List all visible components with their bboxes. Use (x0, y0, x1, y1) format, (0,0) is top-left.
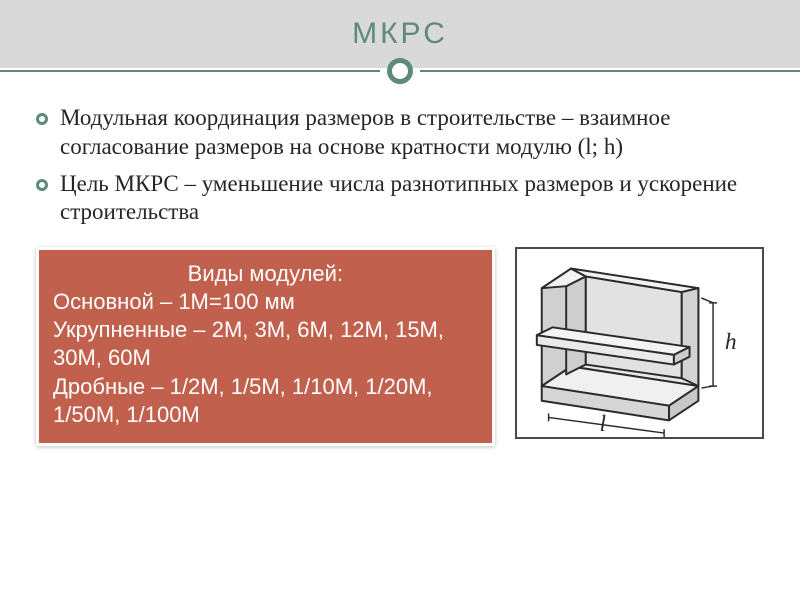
module-box-title: Виды модулей: (53, 260, 478, 288)
diagram-label-h: h (725, 329, 737, 355)
slide: МКРС Модульная координация размеров в ст… (0, 0, 800, 600)
bullet-text: Цель МКРС – уменьшение числа разнотипных… (60, 170, 764, 228)
lower-row: Виды модулей: Основной – 1М=100 мм Укруп… (0, 235, 800, 446)
bullet-text: Модульная координация размеров в строите… (60, 104, 764, 162)
module-types-box: Виды модулей: Основной – 1М=100 мм Укруп… (36, 247, 495, 446)
module-diagram: h l (515, 247, 764, 439)
bullet-marker-icon (36, 179, 48, 191)
bullet-marker-icon (36, 113, 48, 125)
content-area: Модульная координация размеров в строите… (0, 68, 800, 227)
title-bar: МКРС (0, 0, 800, 68)
diagram-svg: h l (517, 249, 762, 437)
bullet-item: Цель МКРС – уменьшение числа разнотипных… (36, 170, 764, 228)
module-line: Основной – 1М=100 мм (53, 288, 478, 316)
module-line: Дробные – 1/2М, 1/5М, 1/10М, 1/20М, 1/50… (53, 373, 478, 429)
diagram-label-l: l (599, 411, 606, 437)
module-line: Укрупненные – 2М, 3М, 6М, 12М, 15М, 30М,… (53, 316, 478, 372)
slide-title: МКРС (352, 17, 448, 51)
bullet-item: Модульная координация размеров в строите… (36, 104, 764, 162)
